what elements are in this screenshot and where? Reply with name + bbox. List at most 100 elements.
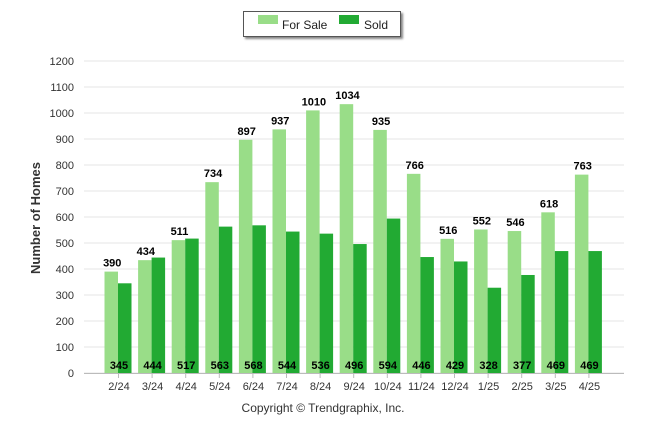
data-label-for-sale: 935	[372, 116, 390, 128]
data-label-for-sale: 552	[473, 215, 491, 227]
y-tick-label: 300	[56, 290, 74, 302]
bar-for-sale	[205, 182, 219, 373]
y-tick-label: 800	[56, 160, 74, 172]
y-tick-label: 700	[56, 186, 74, 198]
y-axis-label: Number of Homes	[28, 162, 43, 274]
x-tick-label: 5/24	[209, 381, 230, 393]
y-tick-label: 400	[56, 264, 74, 276]
legend-swatch-sold	[339, 15, 359, 24]
legend-swatch-for-sale	[258, 15, 278, 24]
bars	[104, 104, 602, 374]
bar-for-sale	[440, 238, 454, 373]
bar-for-sale	[306, 110, 320, 374]
bar-for-sale	[104, 271, 118, 373]
bar-for-sale	[373, 129, 387, 373]
x-tick-label: 4/25	[579, 381, 600, 393]
bar-sold	[454, 261, 468, 373]
x-tick-label: 9/24	[343, 381, 364, 393]
data-label-sold: 563	[211, 360, 229, 372]
bar-sold	[118, 283, 132, 373]
data-label-sold: 377	[513, 360, 531, 372]
data-label-for-sale: 1010	[302, 96, 326, 108]
data-label-sold: 444	[143, 360, 162, 372]
data-label-sold: 328	[479, 360, 497, 372]
data-label-for-sale: 511	[171, 226, 189, 238]
bar-sold	[319, 233, 334, 373]
x-axis-ticks: 2/24 3/24 4/24 5/24 6/24 7/24 8/24 9/24 10/24 11/…	[108, 373, 600, 393]
y-tick-label: 900	[56, 134, 74, 146]
bar-for-sale	[138, 260, 152, 373]
bar-for-sale	[406, 173, 421, 373]
y-tick-label: 1100	[50, 82, 74, 94]
bar-for-sale	[238, 139, 253, 373]
legend-label-sold: Sold	[364, 18, 389, 32]
bar-sold	[386, 218, 401, 373]
data-label-sold: 469	[547, 360, 565, 372]
data-label-for-sale: 937	[271, 115, 289, 127]
data-label-for-sale: 897	[237, 126, 255, 138]
bar-sold	[588, 251, 602, 373]
y-axis-ticks: 0 100 200 300 400 500 600 700 800 900 1000 1100 1200	[50, 56, 74, 380]
data-label-for-sale: 390	[103, 258, 121, 270]
bar-sold	[218, 226, 233, 373]
x-tick-label: 3/25	[545, 381, 566, 393]
x-tick-label: 7/24	[276, 381, 297, 393]
y-tick-label: 1200	[50, 56, 74, 68]
x-tick-label: 2/24	[108, 381, 129, 393]
bar-for-sale	[574, 174, 589, 373]
bar-for-sale	[339, 104, 354, 373]
bar-sold	[554, 251, 569, 373]
y-tick-label: 500	[56, 238, 74, 250]
data-label-sold: 345	[110, 360, 128, 372]
data-label-for-sale: 766	[405, 160, 423, 172]
data-label-sold: 544	[278, 360, 297, 372]
bar-for-sale	[474, 229, 488, 373]
data-label-for-sale: 763	[573, 161, 591, 173]
y-tick-label: 100	[56, 342, 74, 354]
x-tick-label: 3/24	[142, 381, 163, 393]
bar-sold	[487, 287, 502, 373]
data-label-for-sale: 734	[204, 168, 223, 180]
y-tick-label: 200	[56, 316, 74, 328]
bar-sold	[151, 257, 166, 373]
x-tick-label: 6/24	[243, 381, 264, 393]
data-labels: 390 345 434 444 511 517 734 563 897 568 937 544 1010…	[103, 90, 599, 372]
data-label-sold: 496	[345, 360, 363, 372]
bar-for-sale	[541, 212, 555, 373]
data-label-sold: 568	[244, 360, 262, 372]
x-tick-label: 12/24	[441, 381, 469, 393]
x-tick-label: 4/24	[175, 381, 196, 393]
data-label-for-sale: 1034	[335, 90, 360, 102]
data-label-sold: 446	[412, 360, 430, 372]
bar-sold	[420, 257, 434, 373]
bar-sold	[286, 231, 300, 373]
bar-sold	[521, 274, 535, 373]
bar-for-sale	[507, 231, 522, 373]
data-label-for-sale: 516	[439, 225, 457, 237]
data-label-sold: 536	[311, 360, 329, 372]
data-label-for-sale: 434	[137, 246, 156, 258]
data-label-for-sale: 546	[506, 217, 524, 229]
data-label-sold: 469	[580, 360, 598, 372]
data-label-sold: 517	[177, 360, 195, 372]
bar-for-sale	[272, 129, 286, 373]
bar-for-sale	[171, 240, 186, 373]
x-tick-label: 1/25	[478, 381, 499, 393]
bar-sold	[185, 238, 199, 373]
legend-label-for-sale: For Sale	[282, 18, 328, 32]
x-tick-label: 11/24	[408, 381, 435, 393]
copyright-text: Copyright © Trendgraphix, Inc.	[241, 401, 405, 415]
y-tick-label: 600	[56, 212, 74, 224]
x-tick-label: 8/24	[310, 381, 331, 393]
y-tick-label: 0	[68, 368, 74, 380]
data-label-sold: 429	[446, 360, 464, 372]
x-tick-label: 2/25	[511, 381, 532, 393]
legend: For Sale Sold	[243, 11, 401, 37]
x-tick-label: 10/24	[374, 381, 402, 393]
bar-sold	[353, 244, 367, 373]
y-tick-label: 1000	[50, 108, 74, 120]
bar-sold	[252, 225, 266, 373]
data-label-for-sale: 618	[540, 198, 558, 210]
data-label-sold: 594	[379, 360, 398, 372]
